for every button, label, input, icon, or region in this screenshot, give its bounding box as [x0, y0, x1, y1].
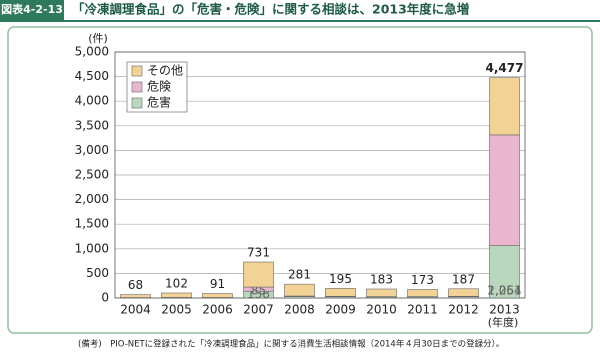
bar-segment [489, 77, 520, 136]
legend-swatch [131, 81, 143, 93]
x-unit: (年度) [488, 315, 519, 329]
total-label: 4,477 [486, 61, 524, 75]
total-label: 68 [128, 278, 143, 292]
total-label: 183 [370, 272, 393, 286]
bar-segment [202, 293, 233, 298]
total-label: 281 [288, 268, 311, 282]
y-tick-label: 1,000 [75, 241, 109, 255]
x-tick-label: 2011 [407, 303, 438, 317]
bar-segment [120, 294, 151, 298]
x-tick-label: 2004 [120, 303, 151, 317]
chart-title: 「冷凍調理食品」の「危害・危険」に関する相談は、2013年度に急増 [72, 2, 469, 17]
x-tick-label: 2008 [284, 303, 315, 317]
legend-swatch [131, 65, 143, 77]
bar-segment [325, 288, 356, 297]
y-tick-label: 4,500 [75, 69, 109, 83]
y-unit: (件) [88, 32, 108, 45]
x-tick-label: 2007 [243, 303, 274, 317]
legend-label: その他 [147, 64, 183, 78]
total-label: 173 [411, 273, 434, 287]
total-label: 91 [210, 277, 225, 291]
y-tick-label: 3,000 [75, 143, 109, 157]
value-label: 2,251 [487, 284, 521, 298]
x-tick-label: 2005 [161, 303, 192, 317]
y-tick-label: 2,500 [75, 168, 109, 182]
total-label: 731 [247, 246, 270, 260]
plot-frame [114, 51, 526, 299]
total-label: 195 [329, 272, 352, 286]
total-label: 102 [165, 276, 188, 290]
x-tick-label: 2009 [325, 303, 356, 317]
y-tick-label: 5,000 [75, 45, 109, 59]
x-tick-label: 2012 [448, 303, 479, 317]
bar-segment [284, 283, 315, 297]
bar-segment [161, 292, 192, 298]
x-tick-label: 2010 [366, 303, 397, 317]
figure-label-bg [0, 0, 64, 20]
note: (備考) PIO-NETに登録された「冷凍調理食品」に関する消費生活相談情報（2… [78, 339, 504, 350]
legend-label: 危害 [147, 95, 171, 110]
bar-segment [448, 288, 479, 297]
bar-segment [489, 245, 520, 299]
bar-segment [243, 261, 274, 288]
total-label: 187 [452, 272, 475, 286]
bar-segment [407, 289, 438, 297]
y-tick-label: 2,000 [75, 192, 109, 206]
legend-swatch [131, 97, 143, 109]
y-tick-label: 500 [86, 266, 109, 280]
y-tick-label: 0 [101, 291, 109, 305]
x-tick-label: 2006 [202, 303, 233, 317]
bar-segment [489, 134, 520, 246]
x-tick-label: 2013 [489, 303, 520, 317]
y-tick-label: 1,500 [75, 217, 109, 231]
y-tick-label: 4,000 [75, 94, 109, 108]
y-tick-label: 3,500 [75, 118, 109, 132]
bar-segment [366, 288, 397, 297]
figure-label: 図表4-2-13 [1, 2, 63, 16]
value-label: 1,064 [487, 284, 521, 298]
title-bar [0, 0, 600, 22]
legend-label: 危険 [147, 80, 171, 94]
